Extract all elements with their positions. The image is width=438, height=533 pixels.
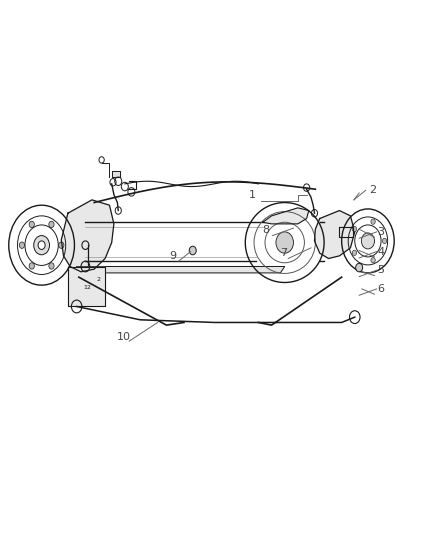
Circle shape [356,263,363,272]
Text: 1: 1 [248,190,255,199]
Text: 8: 8 [263,225,270,235]
Polygon shape [112,171,120,177]
Polygon shape [68,266,105,306]
Circle shape [371,257,375,263]
Text: 10: 10 [117,332,131,342]
Circle shape [29,221,34,228]
Text: 12: 12 [84,285,92,290]
Text: 9: 9 [170,251,177,261]
Text: 2: 2 [96,277,101,282]
Text: 3: 3 [378,227,385,237]
Circle shape [59,242,64,248]
Circle shape [38,241,45,249]
Text: 2: 2 [369,185,376,195]
Circle shape [352,227,357,232]
Polygon shape [263,208,309,224]
Circle shape [382,238,387,244]
Circle shape [189,246,196,255]
Circle shape [352,250,357,255]
Circle shape [49,263,54,269]
Circle shape [276,232,293,253]
Circle shape [361,233,374,249]
Text: 7: 7 [280,248,287,258]
Polygon shape [74,266,285,273]
Text: 5: 5 [378,265,385,275]
Circle shape [49,221,54,228]
Polygon shape [314,211,355,259]
Circle shape [19,242,25,248]
Text: 6: 6 [378,284,385,294]
Circle shape [371,219,375,224]
Polygon shape [61,200,114,272]
Text: 4: 4 [378,247,385,256]
Polygon shape [339,227,353,237]
Circle shape [34,236,49,255]
Circle shape [29,263,34,269]
